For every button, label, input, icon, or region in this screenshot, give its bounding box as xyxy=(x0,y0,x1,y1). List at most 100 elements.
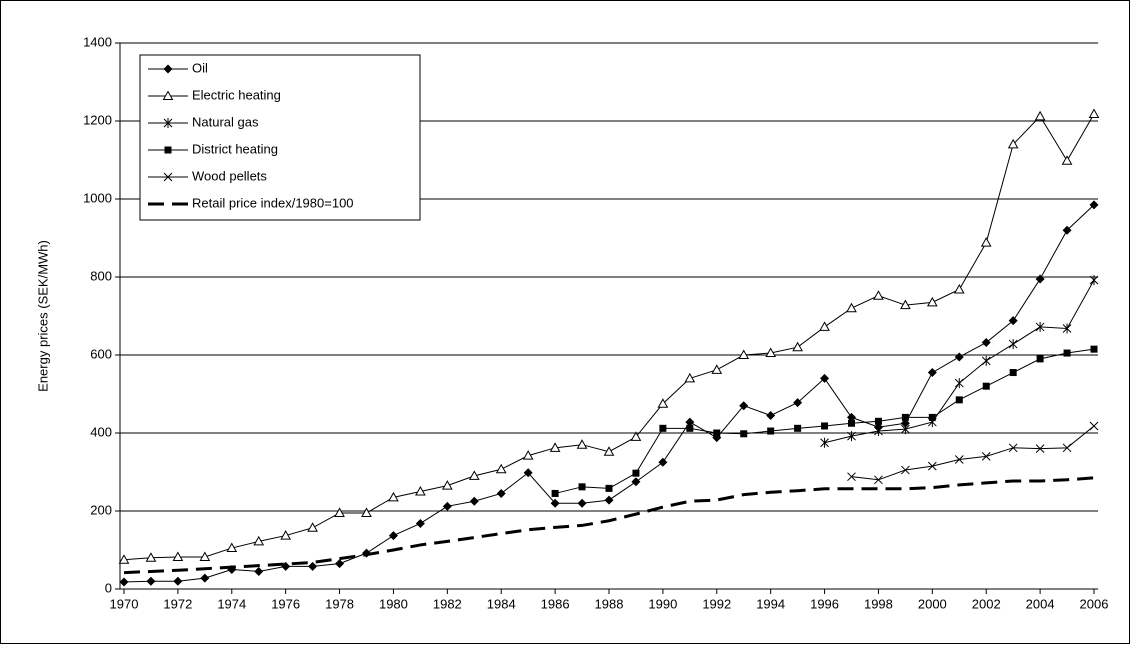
point xyxy=(1061,155,1073,165)
point xyxy=(1062,323,1072,334)
point xyxy=(1034,110,1046,121)
x-tick-label: 1976 xyxy=(271,596,300,611)
point xyxy=(631,477,641,487)
x-tick-label: 1980 xyxy=(379,596,408,611)
point xyxy=(847,472,856,482)
x-tick-label: 1970 xyxy=(110,596,139,611)
legend-label: Wood pellets xyxy=(192,168,267,183)
point xyxy=(605,484,613,492)
point xyxy=(146,576,156,586)
legend-label: District heating xyxy=(192,141,278,156)
point xyxy=(1088,108,1100,118)
point xyxy=(1007,138,1019,149)
point xyxy=(1008,339,1018,350)
point xyxy=(684,372,696,383)
point xyxy=(118,554,130,564)
point xyxy=(981,355,991,366)
y-tick-label: 0 xyxy=(105,580,112,595)
point xyxy=(980,237,992,247)
point xyxy=(549,442,561,452)
point xyxy=(794,424,802,432)
point xyxy=(1035,274,1045,284)
x-tick-label: 1986 xyxy=(541,596,570,611)
point xyxy=(981,338,991,348)
x-tick-label: 1974 xyxy=(217,596,246,611)
point xyxy=(981,452,991,461)
point xyxy=(927,461,937,471)
point xyxy=(173,576,183,586)
point xyxy=(604,495,614,505)
point xyxy=(901,465,910,475)
point xyxy=(658,457,668,467)
point xyxy=(253,535,265,546)
point xyxy=(820,437,829,448)
point xyxy=(468,470,480,480)
y-tick-label: 200 xyxy=(90,502,112,517)
point xyxy=(792,341,803,352)
point xyxy=(874,426,883,437)
y-tick-label: 1200 xyxy=(83,112,112,127)
x-tick-label: 1996 xyxy=(810,596,839,611)
x-tick-label: 1994 xyxy=(756,596,785,611)
point xyxy=(280,530,292,540)
legend-label: Oil xyxy=(192,60,208,75)
point xyxy=(767,427,775,435)
series-line xyxy=(123,476,1095,575)
y-tick-label: 400 xyxy=(90,424,112,439)
y-tick-label: 600 xyxy=(90,346,112,361)
legend-marker xyxy=(164,146,172,154)
x-tick-label: 1978 xyxy=(325,596,354,611)
point xyxy=(901,424,910,435)
point xyxy=(900,299,911,310)
legend-marker xyxy=(162,90,174,100)
point xyxy=(361,507,372,517)
point xyxy=(145,552,157,562)
x-tick-label: 1988 xyxy=(595,596,624,611)
point xyxy=(415,485,426,496)
point xyxy=(1062,225,1072,235)
point xyxy=(469,496,479,506)
point xyxy=(1036,355,1044,363)
point xyxy=(1009,369,1017,377)
point xyxy=(954,378,964,389)
point xyxy=(820,373,830,383)
point xyxy=(766,410,776,420)
point xyxy=(928,413,936,421)
point xyxy=(415,518,425,528)
point xyxy=(847,412,856,422)
point xyxy=(551,489,559,497)
point xyxy=(576,439,588,449)
point xyxy=(523,468,533,478)
x-tick-label: 1984 xyxy=(487,596,516,611)
legend-marker xyxy=(163,118,173,128)
point xyxy=(1008,443,1018,453)
legend-label: Electric heating xyxy=(192,87,281,102)
y-tick-label: 1400 xyxy=(83,34,112,49)
x-tick-label: 1982 xyxy=(433,596,462,611)
point xyxy=(955,396,963,404)
point xyxy=(954,455,964,464)
point xyxy=(685,417,695,427)
point xyxy=(686,424,694,432)
point xyxy=(1090,345,1098,353)
point xyxy=(496,488,506,498)
x-tick-label: 1992 xyxy=(702,596,731,611)
x-tick-label: 1998 xyxy=(864,596,893,611)
point xyxy=(927,368,937,378)
point xyxy=(388,531,398,541)
point xyxy=(441,480,453,490)
series-line xyxy=(851,425,1095,481)
point xyxy=(550,498,560,508)
x-tick-label: 1990 xyxy=(648,596,677,611)
point xyxy=(335,559,345,569)
point xyxy=(307,522,318,532)
point xyxy=(254,566,264,576)
point xyxy=(442,501,452,511)
point xyxy=(819,321,830,331)
point xyxy=(659,424,667,432)
point xyxy=(1089,200,1099,210)
point xyxy=(821,422,829,430)
point xyxy=(874,417,882,425)
point xyxy=(953,283,965,294)
